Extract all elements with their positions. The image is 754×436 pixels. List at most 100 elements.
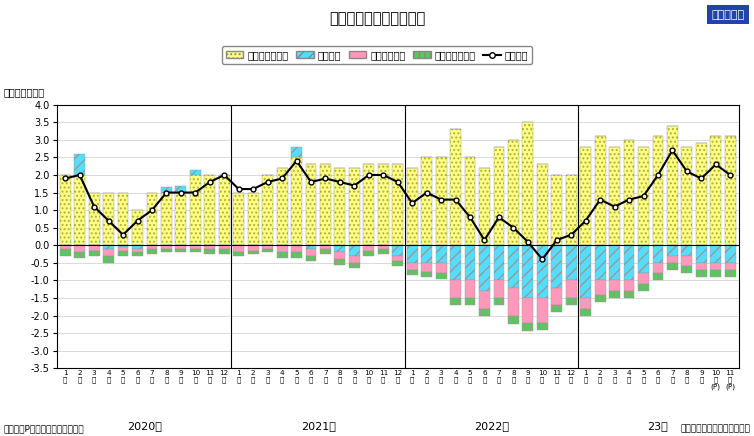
Bar [710, 245, 722, 263]
Bar [479, 168, 490, 245]
Bar [652, 136, 664, 245]
Bar [638, 245, 649, 273]
Bar [291, 147, 302, 157]
Bar [320, 249, 331, 254]
Bar [508, 140, 519, 245]
Bar [566, 280, 577, 298]
Bar [176, 193, 186, 245]
経常収支 [263, 179, 272, 184]
Bar [566, 298, 577, 305]
経常収支 [350, 183, 359, 188]
Bar [305, 249, 317, 256]
Bar [219, 175, 230, 245]
Bar [523, 122, 533, 245]
Bar [378, 245, 389, 249]
Bar [176, 245, 186, 249]
Bar [74, 252, 85, 258]
Bar [248, 251, 259, 254]
Bar [508, 245, 519, 287]
Bar [262, 245, 273, 249]
Bar [60, 175, 71, 245]
Bar [595, 280, 605, 295]
Bar [667, 245, 678, 256]
Bar [667, 126, 678, 245]
Text: 2022年: 2022年 [474, 421, 509, 431]
経常収支 [654, 172, 663, 177]
Bar [682, 147, 692, 245]
Bar [233, 245, 244, 252]
Bar [551, 245, 562, 287]
Bar [161, 245, 172, 249]
Bar [638, 284, 649, 291]
Bar [406, 168, 418, 245]
Bar [89, 245, 100, 251]
経常収支 [567, 232, 576, 237]
Bar [349, 168, 360, 245]
経常収支 [668, 148, 677, 153]
Bar [537, 323, 547, 330]
Text: 2020年: 2020年 [127, 421, 162, 431]
Bar [262, 175, 273, 245]
Bar [378, 249, 389, 254]
Bar [277, 252, 287, 258]
Bar [146, 245, 158, 249]
Bar [682, 245, 692, 256]
Bar [89, 193, 100, 245]
Line: 経常収支: 経常収支 [63, 148, 733, 262]
Bar [725, 245, 736, 263]
経常収支 [162, 190, 171, 195]
Bar [696, 263, 706, 270]
Bar [204, 245, 215, 249]
Text: 【財務省国際局為替市場課】: 【財務省国際局為替市場課】 [680, 425, 750, 434]
Bar [277, 245, 287, 252]
経常収支 [104, 218, 113, 223]
Legend: 第一次所得収支, 貿易収支, サービス収支, 第二次所得収支, 経常収支: 第一次所得収支, 貿易収支, サービス収支, 第二次所得収支, 経常収支 [222, 46, 532, 64]
Bar [508, 316, 519, 324]
Bar [551, 287, 562, 305]
Bar [566, 245, 577, 280]
Bar [305, 245, 317, 249]
Bar [682, 256, 692, 266]
Bar [436, 273, 446, 279]
Bar [118, 193, 128, 245]
経常収支 [711, 162, 720, 167]
Bar [406, 270, 418, 275]
Bar [363, 245, 374, 251]
Bar [146, 193, 158, 245]
Bar [624, 140, 634, 245]
Bar [204, 175, 215, 245]
経常収支 [148, 208, 157, 213]
Bar [667, 126, 678, 245]
Bar [581, 147, 591, 245]
Bar [537, 164, 547, 245]
Bar [667, 263, 678, 270]
Bar [421, 157, 432, 245]
Bar [190, 175, 201, 245]
Bar [696, 270, 706, 277]
経常収支 [133, 218, 142, 223]
Bar [89, 193, 100, 245]
経常収支 [581, 218, 590, 223]
Bar [464, 157, 476, 245]
Bar [624, 245, 634, 280]
Bar [421, 245, 432, 263]
Bar [277, 168, 287, 245]
Bar [60, 175, 71, 245]
Bar [262, 249, 273, 252]
Bar [624, 140, 634, 245]
Bar [725, 263, 736, 270]
Bar [132, 245, 143, 249]
Bar [118, 247, 128, 251]
Bar [132, 249, 143, 252]
Bar [118, 251, 128, 256]
経常収支 [437, 197, 446, 202]
Text: （単位：兆円）: （単位：兆円） [4, 87, 45, 97]
Bar [682, 147, 692, 245]
経常収支 [321, 176, 330, 181]
Bar [710, 136, 722, 245]
Bar [725, 270, 736, 277]
Bar [74, 154, 85, 175]
Bar [523, 122, 533, 245]
Bar [161, 249, 172, 252]
Bar [335, 245, 345, 252]
